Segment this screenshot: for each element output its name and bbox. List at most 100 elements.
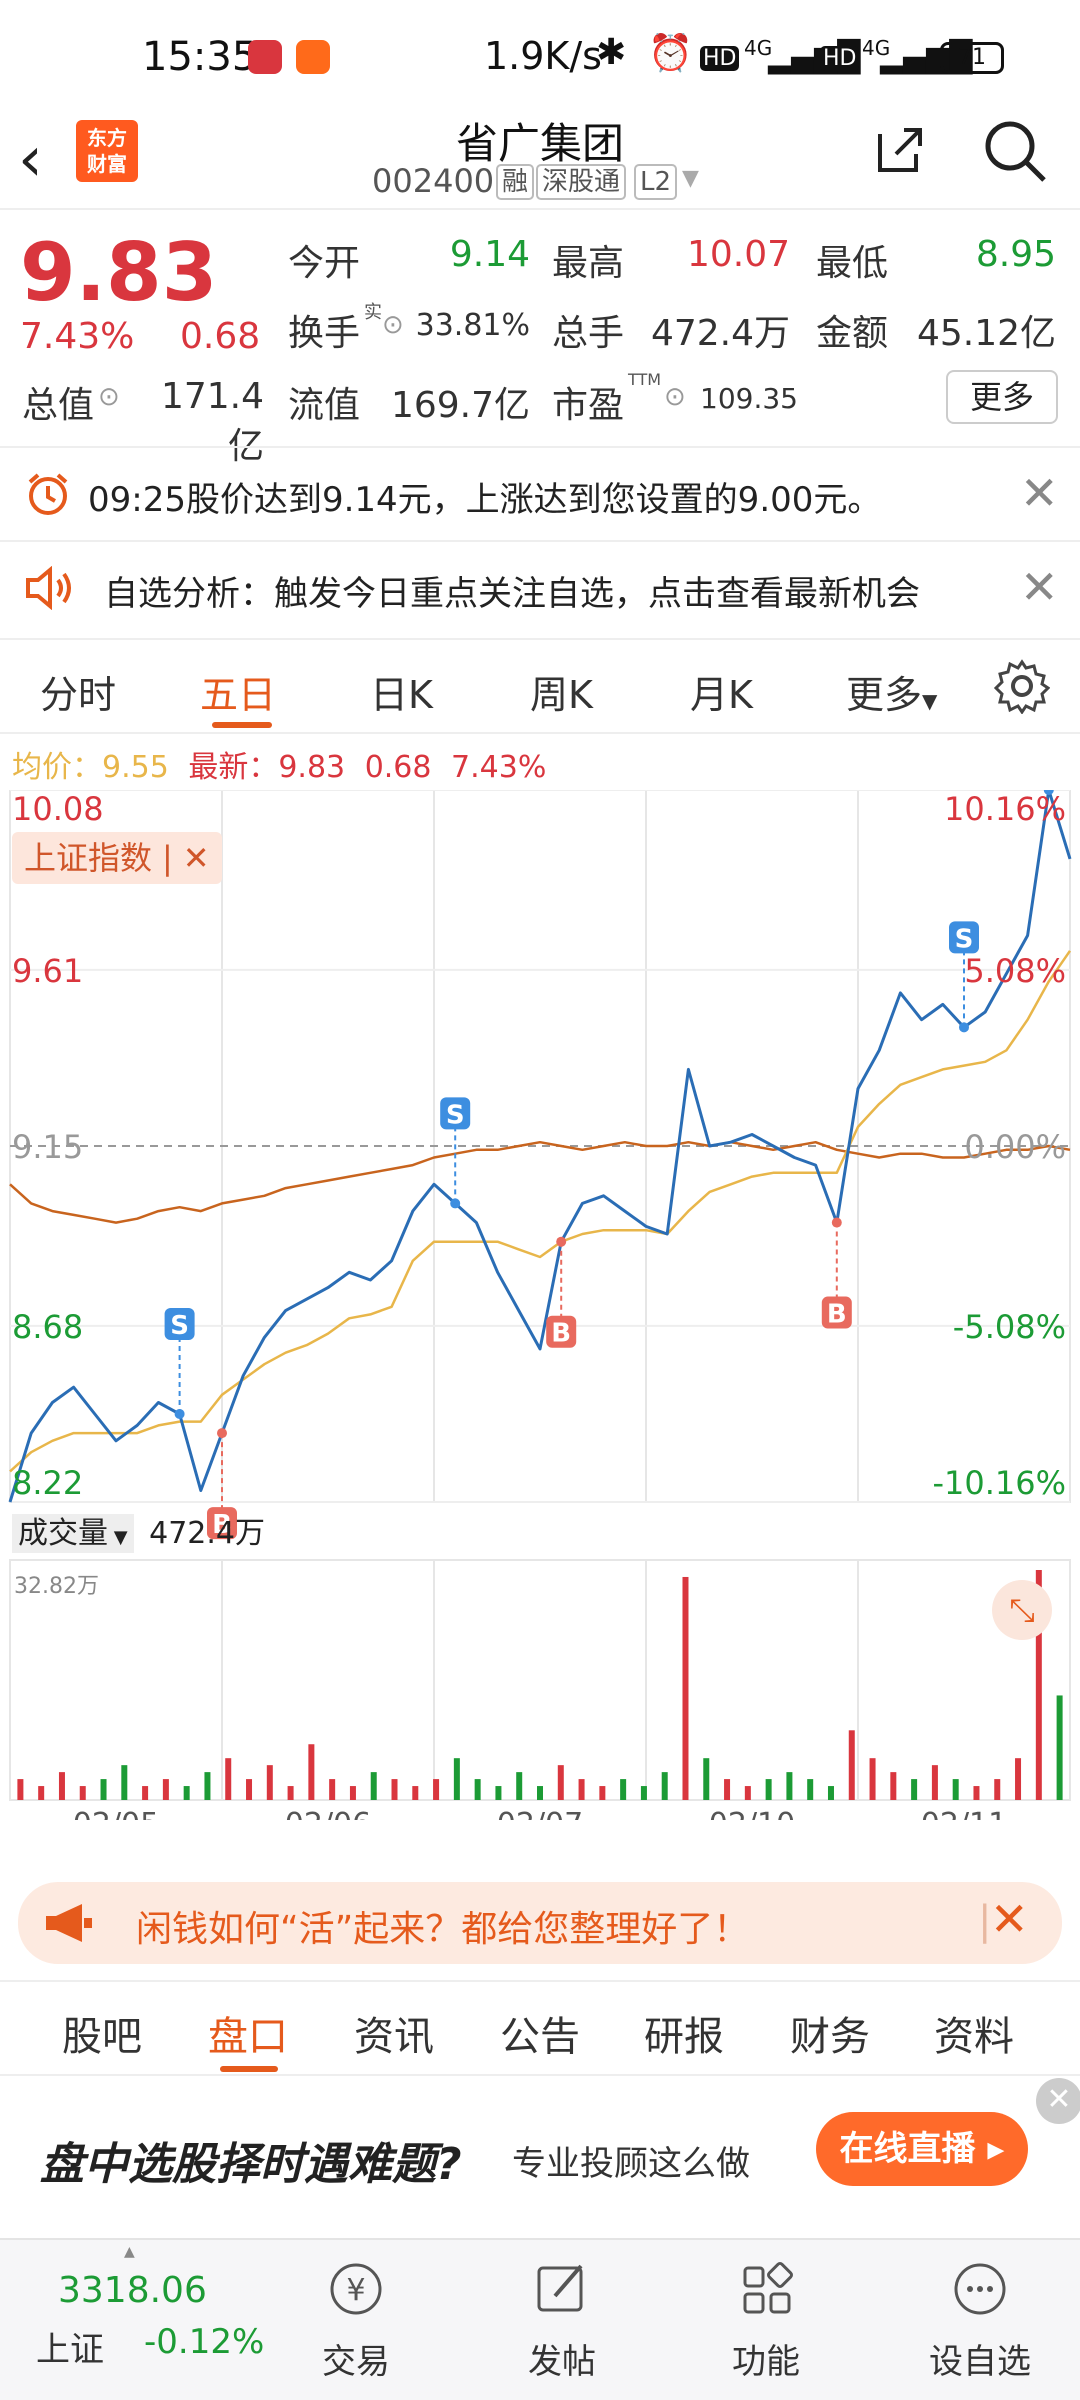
close-icon-2[interactable]: ✕	[1020, 560, 1059, 614]
index-overlay-chip[interactable]: 上证指数 | ✕	[12, 832, 222, 884]
x-tick-label: 02/05	[73, 1807, 159, 1820]
tab-monthly-k[interactable]: 月K	[690, 673, 753, 717]
volume-bar	[1035, 1570, 1042, 1800]
expand-icon[interactable]: ⤡	[992, 1580, 1052, 1640]
live-stream-button[interactable]: 在线直播 ▸	[816, 2112, 1028, 2186]
volume-bar	[266, 1765, 273, 1800]
volume-bar	[640, 1786, 647, 1800]
info-icon-3[interactable]: ⊙	[664, 382, 686, 412]
settings-gear-icon[interactable]	[994, 658, 1050, 714]
chart-grid	[9, 790, 1071, 1801]
volume-label: 成交量	[18, 1516, 108, 1551]
volume-bar	[412, 1786, 419, 1800]
sell-marker-label: S	[955, 924, 974, 954]
signal-label: 4G	[744, 36, 773, 60]
promo-text: 闲钱如何“活”起来？都给您整理好了！	[136, 1909, 750, 1950]
volume-bar	[225, 1758, 232, 1800]
back-icon[interactable]: ‹	[18, 122, 43, 195]
volume-bar	[869, 1758, 876, 1800]
volume-bar	[661, 1772, 668, 1800]
info-icon-2[interactable]: ⊙	[98, 382, 120, 412]
promo-banner[interactable]: 闲钱如何“活”起来？都给您整理好了！ | ✕	[18, 1882, 1062, 1964]
grid-icon	[743, 2262, 793, 2314]
tab-research[interactable]: 研报	[644, 2014, 724, 2060]
signal-point	[217, 1428, 227, 1439]
mktcap-label: 总值	[22, 385, 95, 426]
ad-banner[interactable]: 盘中选股择时遇难题? 专业投顾这么做 在线直播 ▸ ✕	[0, 2078, 1080, 2238]
svg-text:¥: ¥	[346, 2273, 365, 2308]
tab-more[interactable]: 更多▼	[846, 664, 937, 719]
signal-point	[831, 1217, 842, 1228]
notice-text-2: 自选分析：触发今日重点关注自选，点击查看最新机会	[104, 574, 920, 614]
net-speed: 1.9K/s	[484, 34, 602, 78]
buy-marker-label: B	[551, 1319, 571, 1349]
signal-point	[959, 1022, 969, 1033]
volume-bar	[516, 1772, 523, 1800]
pe-value: 109.35	[700, 382, 798, 415]
y-tick-left: 10.08	[12, 790, 104, 828]
tab-finance[interactable]: 财务	[790, 2014, 870, 2060]
info-icon[interactable]: ⊙	[382, 310, 404, 340]
nav-add-watchlist-label: 设自选	[929, 2342, 1031, 2382]
nav-features[interactable]: 功能	[706, 2254, 826, 2383]
volume-bar	[183, 1786, 190, 1800]
more-button[interactable]: 更多	[946, 370, 1058, 424]
price-alert-notice[interactable]: 09:25股价达到9.14元，上涨达到您设置的9.00元。 ✕	[0, 446, 1080, 540]
index-name: 上证	[36, 2330, 104, 2370]
index-overlay-label: 上证指数	[24, 839, 153, 877]
turnover-value: 33.81%	[415, 308, 530, 343]
buy-marker	[821, 1296, 852, 1329]
hd-icon: HD	[700, 46, 740, 71]
volume-bar	[911, 1779, 918, 1800]
tab-orderbook[interactable]: 盘口	[208, 2014, 288, 2060]
buy-marker	[207, 1507, 237, 1540]
volume-bar	[703, 1758, 710, 1800]
high-value: 10.07	[686, 234, 790, 275]
volume-bar	[827, 1786, 834, 1800]
chart-lines	[8, 790, 1072, 1503]
close-icon-3[interactable]: ✕	[182, 839, 210, 877]
tab-more-label: 更多	[846, 673, 923, 717]
volume-selector[interactable]: 成交量 ▼	[12, 1514, 134, 1553]
x-tick-label: 02/11	[921, 1807, 1007, 1820]
nav-features-label: 功能	[732, 2342, 800, 2382]
volume-total: 472.4万	[149, 1516, 266, 1551]
five-day-chart[interactable]: SBSBBSS 10.089.619.158.688.2210.16%5.08%…	[0, 790, 1080, 1820]
y-tick-right: 0.00%	[964, 1128, 1066, 1166]
tab-forum[interactable]: 股吧	[62, 2014, 142, 2060]
close-icon[interactable]: ✕	[1020, 466, 1059, 520]
watchlist-analysis-notice[interactable]: 自选分析：触发今日重点关注自选，点击查看最新机会 ✕	[0, 540, 1080, 634]
volume-bar	[620, 1779, 627, 1800]
volume-header: 成交量 ▼ 472.4万	[12, 1508, 266, 1553]
share-icon[interactable]	[870, 120, 930, 180]
volume-bar	[994, 1779, 1001, 1800]
quote-panel: 9.83 7.43% 0.68 今开 9.14 最高 10.07 最低 8.95…	[0, 212, 1080, 467]
nav-post[interactable]: 发帖	[502, 2254, 622, 2383]
expand-up-icon[interactable]: ▲	[124, 2244, 135, 2260]
tab-news[interactable]: 资讯	[354, 2014, 434, 2060]
close-ad-icon[interactable]: ✕	[1036, 2078, 1080, 2124]
tab-daily-k[interactable]: 日K	[370, 673, 433, 717]
app-logo[interactable]: 东方 财富	[76, 120, 138, 182]
dropdown-icon[interactable]: ▼	[682, 166, 699, 191]
float-value: 169.7亿	[390, 385, 530, 426]
tag-connect: 深股通	[536, 164, 627, 200]
volume-bar	[162, 1779, 169, 1800]
tab-five-day[interactable]: 五日	[200, 673, 277, 717]
stock-header: ‹ 东方 财富 省广集团 002400 融 深股通 L2 ▼	[0, 110, 1080, 210]
sell-marker	[164, 1307, 195, 1340]
search-icon[interactable]	[980, 116, 1050, 186]
edit-icon	[537, 2264, 583, 2312]
index-value[interactable]: 3318.06	[58, 2270, 207, 2311]
latest-change: 0.68	[364, 750, 432, 785]
nav-add-watchlist[interactable]: 设自选	[920, 2254, 1040, 2383]
tab-intraday[interactable]: 分时	[40, 673, 117, 717]
volume-max: 32.82万	[14, 1574, 99, 1599]
tab-announcements[interactable]: 公告	[500, 2014, 580, 2060]
y-tick-right: -10.16%	[932, 1464, 1066, 1502]
nav-trade[interactable]: ¥ 交易	[296, 2254, 416, 2383]
volume-bar	[599, 1786, 606, 1800]
tab-weekly-k[interactable]: 周K	[530, 673, 593, 717]
tab-profile[interactable]: 资料	[934, 2014, 1014, 2060]
close-icon-4[interactable]: ✕	[990, 1892, 1029, 1946]
